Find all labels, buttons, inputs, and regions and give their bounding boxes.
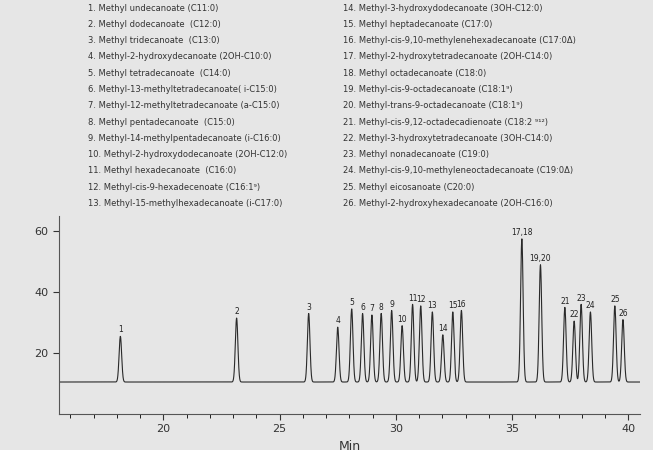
Text: 18. Methyl octadecanoate (C18:0): 18. Methyl octadecanoate (C18:0) bbox=[343, 69, 486, 78]
Text: 25: 25 bbox=[610, 295, 620, 304]
Text: 14: 14 bbox=[438, 324, 447, 333]
Text: 17,18: 17,18 bbox=[511, 228, 533, 237]
Text: 8. Methyl pentadecanoate  (C15:0): 8. Methyl pentadecanoate (C15:0) bbox=[88, 117, 235, 126]
Text: 6. Methyl-13-methyltetradecanoate( i-C15:0): 6. Methyl-13-methyltetradecanoate( i-C15… bbox=[88, 85, 277, 94]
Text: 9. Methyl-14-methylpentadecanoate (i-C16:0): 9. Methyl-14-methylpentadecanoate (i-C16… bbox=[88, 134, 281, 143]
Text: 19. Methyl-cis-9-octadecanoate (C18:1⁹): 19. Methyl-cis-9-octadecanoate (C18:1⁹) bbox=[343, 85, 513, 94]
Text: 16: 16 bbox=[456, 300, 466, 309]
Text: 4. Methyl-2-hydroxydecanoate (2OH-C10:0): 4. Methyl-2-hydroxydecanoate (2OH-C10:0) bbox=[88, 53, 272, 62]
Text: 12. Methyl-cis-9-hexadecenoate (C16:1⁹): 12. Methyl-cis-9-hexadecenoate (C16:1⁹) bbox=[88, 183, 261, 192]
Text: 9: 9 bbox=[389, 300, 394, 309]
Text: 2. Methyl dodecanoate  (C12:0): 2. Methyl dodecanoate (C12:0) bbox=[88, 20, 221, 29]
Text: 22: 22 bbox=[569, 310, 579, 319]
Text: 22. Methyl-3-hydroxytetradecanoate (3OH-C14:0): 22. Methyl-3-hydroxytetradecanoate (3OH-… bbox=[343, 134, 552, 143]
Text: 3: 3 bbox=[306, 303, 311, 312]
Text: 13: 13 bbox=[428, 301, 437, 310]
Text: 5: 5 bbox=[349, 298, 354, 307]
Text: 7. Methyl-12-methyltetradecanoate (a-C15:0): 7. Methyl-12-methyltetradecanoate (a-C15… bbox=[88, 101, 279, 110]
Text: 4: 4 bbox=[335, 316, 340, 325]
Text: 20. Methyl-trans-9-octadecanoate (C18:1⁹): 20. Methyl-trans-9-octadecanoate (C18:1⁹… bbox=[343, 101, 522, 110]
Text: 26: 26 bbox=[618, 309, 628, 318]
Text: 15. Methyl heptadecanoate (C17:0): 15. Methyl heptadecanoate (C17:0) bbox=[343, 20, 492, 29]
Text: 25. Methyl eicosanoate (C20:0): 25. Methyl eicosanoate (C20:0) bbox=[343, 183, 474, 192]
Text: 24. Methyl-cis-9,10-methyleneoctadecanoate (C19:0Δ): 24. Methyl-cis-9,10-methyleneoctadecanoa… bbox=[343, 166, 573, 176]
X-axis label: Min: Min bbox=[338, 440, 360, 450]
Text: 2: 2 bbox=[234, 307, 239, 316]
Text: 16. Methyl-cis-9,10-methylenehexadecanoate (C17:0Δ): 16. Methyl-cis-9,10-methylenehexadecanoa… bbox=[343, 36, 576, 45]
Text: 10: 10 bbox=[397, 315, 407, 324]
Text: 1. Methyl undecanoate (C11:0): 1. Methyl undecanoate (C11:0) bbox=[88, 4, 219, 13]
Text: 11. Methyl hexadecanoate  (C16:0): 11. Methyl hexadecanoate (C16:0) bbox=[88, 166, 236, 176]
Text: 3. Methyl tridecanoate  (C13:0): 3. Methyl tridecanoate (C13:0) bbox=[88, 36, 220, 45]
Text: 21: 21 bbox=[560, 297, 569, 306]
Text: 13. Methyl-15-methylhexadecanoate (i-C17:0): 13. Methyl-15-methylhexadecanoate (i-C17… bbox=[88, 199, 283, 208]
Text: 6: 6 bbox=[360, 303, 365, 312]
Text: 12: 12 bbox=[416, 295, 426, 304]
Text: 23: 23 bbox=[577, 293, 586, 302]
Text: 23. Methyl nonadecanoate (C19:0): 23. Methyl nonadecanoate (C19:0) bbox=[343, 150, 489, 159]
Text: 8: 8 bbox=[379, 303, 383, 312]
Text: 14. Methyl-3-hydroxydodecanoate (3OH-C12:0): 14. Methyl-3-hydroxydodecanoate (3OH-C12… bbox=[343, 4, 543, 13]
Text: 1: 1 bbox=[118, 325, 123, 334]
Text: 19,20: 19,20 bbox=[530, 254, 551, 263]
Text: 5. Methyl tetradecanoate  (C14:0): 5. Methyl tetradecanoate (C14:0) bbox=[88, 69, 231, 78]
Text: 17. Methyl-2-hydroxytetradecanoate (2OH-C14:0): 17. Methyl-2-hydroxytetradecanoate (2OH-… bbox=[343, 53, 552, 62]
Text: 21. Methyl-cis-9,12-octadecadienoate (C18:2 ⁹¹²): 21. Methyl-cis-9,12-octadecadienoate (C1… bbox=[343, 117, 548, 126]
Text: 10. Methyl-2-hydroxydodecanoate (2OH-C12:0): 10. Methyl-2-hydroxydodecanoate (2OH-C12… bbox=[88, 150, 287, 159]
Text: 11: 11 bbox=[408, 293, 417, 302]
Text: 15: 15 bbox=[448, 301, 458, 310]
Text: 24: 24 bbox=[586, 301, 596, 310]
Text: 7: 7 bbox=[370, 304, 374, 313]
Text: 26. Methyl-2-hydroxyhexadecanoate (2OH-C16:0): 26. Methyl-2-hydroxyhexadecanoate (2OH-C… bbox=[343, 199, 552, 208]
